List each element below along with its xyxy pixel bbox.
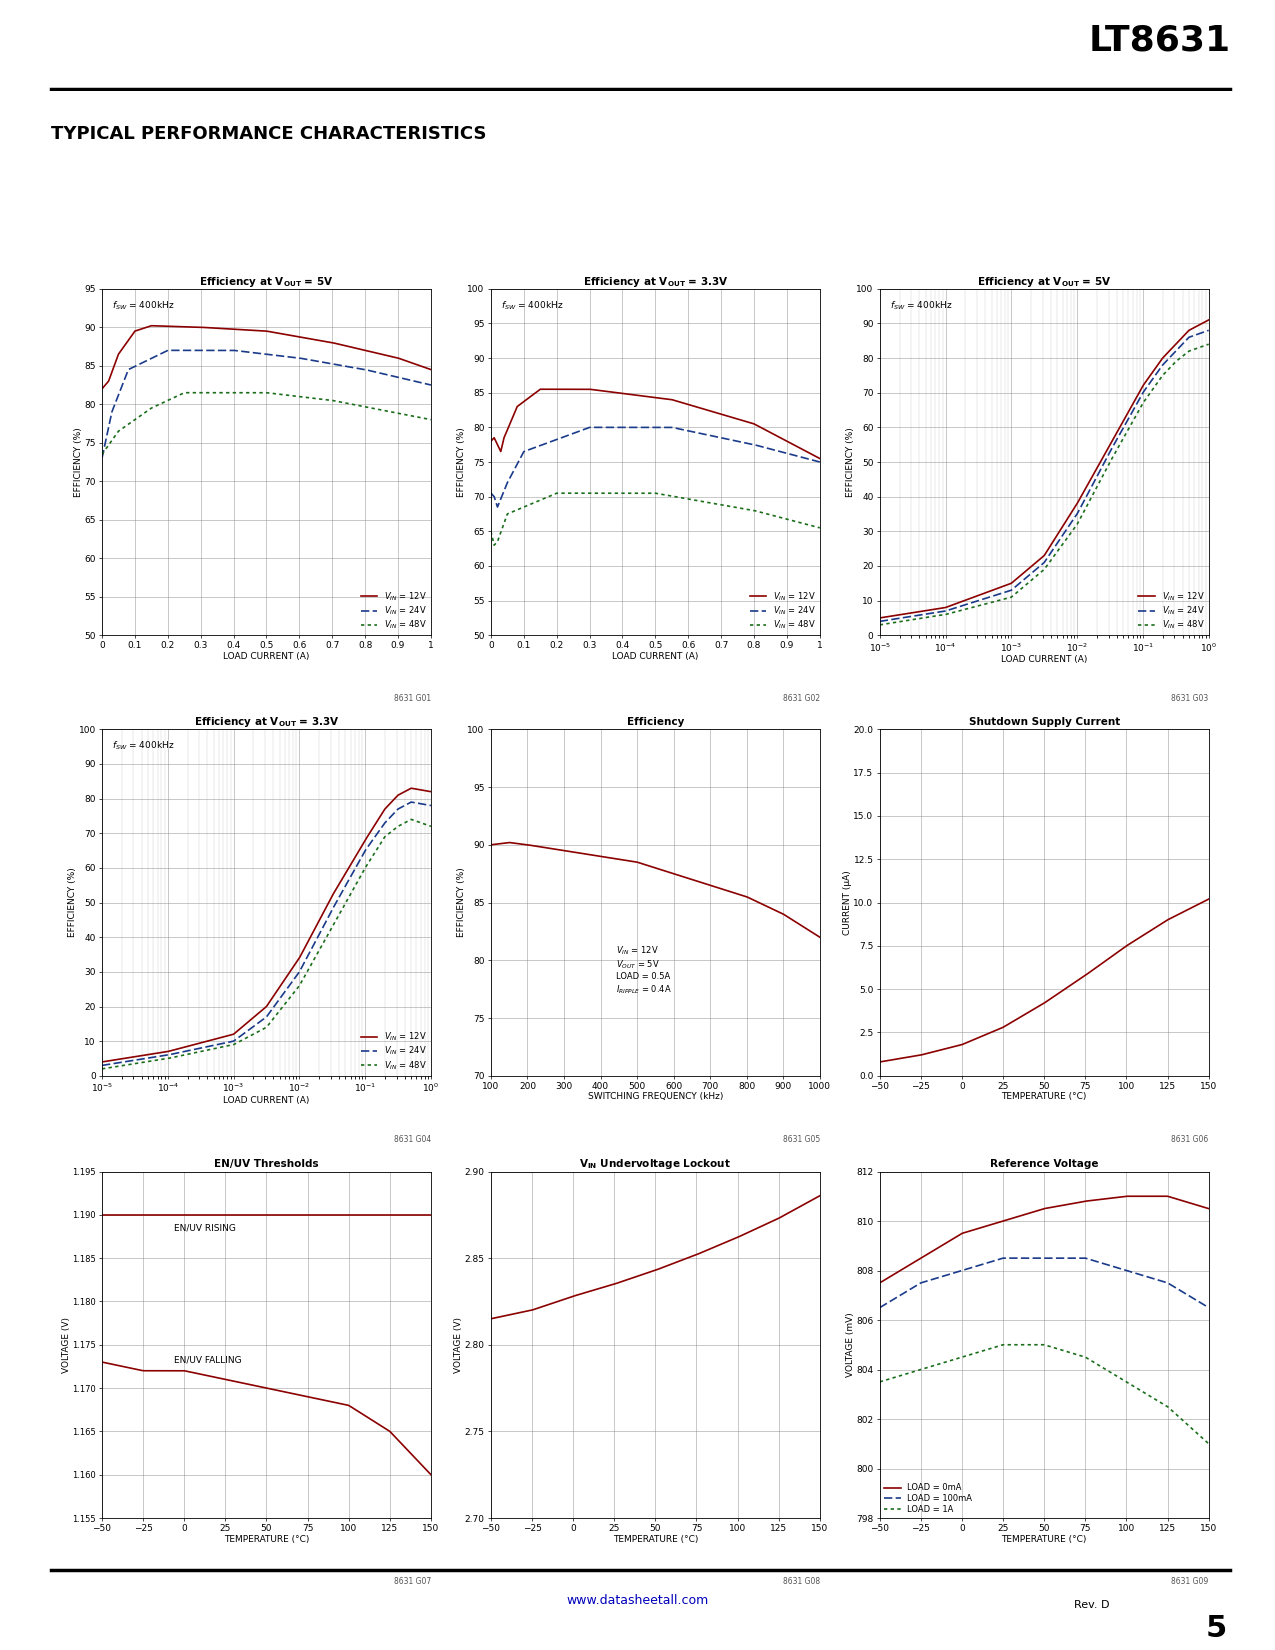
Legend: LOAD = 0mA, LOAD = 100mA, LOAD = 1A: LOAD = 0mA, LOAD = 100mA, LOAD = 1A: [884, 1483, 973, 1513]
Y-axis label: EFFICIENCY (%): EFFICIENCY (%): [845, 427, 854, 497]
X-axis label: LOAD CURRENT (A): LOAD CURRENT (A): [612, 652, 699, 662]
Y-axis label: EFFICIENCY (%): EFFICIENCY (%): [456, 868, 465, 937]
Text: 8631 G01: 8631 G01: [394, 695, 431, 703]
Y-axis label: EFFICIENCY (%): EFFICIENCY (%): [74, 427, 83, 497]
Text: www.datasheetall.com: www.datasheetall.com: [566, 1594, 709, 1607]
Y-axis label: EFFICIENCY (%): EFFICIENCY (%): [68, 868, 76, 937]
Legend: $V_{IN}$ = 12V, $V_{IN}$ = 24V, $V_{IN}$ = 48V: $V_{IN}$ = 12V, $V_{IN}$ = 24V, $V_{IN}$…: [361, 591, 427, 630]
Text: 8631 G07: 8631 G07: [394, 1577, 431, 1586]
Legend: $V_{IN}$ = 12V, $V_{IN}$ = 24V, $V_{IN}$ = 48V: $V_{IN}$ = 12V, $V_{IN}$ = 24V, $V_{IN}$…: [750, 591, 816, 630]
Title: Efficiency at V$_{\mathbf{OUT}}$ = 3.3V: Efficiency at V$_{\mathbf{OUT}}$ = 3.3V: [583, 274, 728, 289]
Text: $f_{SW}$ = 400kHz: $f_{SW}$ = 400kHz: [890, 299, 952, 312]
X-axis label: TEMPERATURE (°C): TEMPERATURE (°C): [1002, 1092, 1086, 1102]
Y-axis label: VOLTAGE (V): VOLTAGE (V): [61, 1317, 70, 1373]
Text: 8631 G04: 8631 G04: [394, 1135, 431, 1143]
Text: EN/UV FALLING: EN/UV FALLING: [175, 1355, 242, 1365]
Text: $V_{IN}$ = 12V
$V_{OUT}$ = 5V
LOAD = 0.5A
$I_{RIPPLE}$ = 0.4A: $V_{IN}$ = 12V $V_{OUT}$ = 5V LOAD = 0.5…: [616, 944, 672, 995]
Text: EN/UV RISING: EN/UV RISING: [175, 1224, 236, 1233]
Legend: $V_{IN}$ = 12V, $V_{IN}$ = 24V, $V_{IN}$ = 48V: $V_{IN}$ = 12V, $V_{IN}$ = 24V, $V_{IN}$…: [1139, 591, 1205, 630]
X-axis label: LOAD CURRENT (A): LOAD CURRENT (A): [223, 652, 310, 662]
Text: LT8631: LT8631: [1089, 23, 1230, 58]
Text: 8631 G08: 8631 G08: [783, 1577, 820, 1586]
Title: $\mathbf{V_{IN}}$ Undervoltage Lockout: $\mathbf{V_{IN}}$ Undervoltage Lockout: [579, 1157, 732, 1171]
X-axis label: SWITCHING FREQUENCY (kHz): SWITCHING FREQUENCY (kHz): [588, 1092, 723, 1102]
X-axis label: TEMPERATURE (°C): TEMPERATURE (°C): [224, 1534, 309, 1544]
Title: EN/UV Thresholds: EN/UV Thresholds: [214, 1160, 319, 1170]
Text: 5: 5: [1205, 1614, 1227, 1643]
X-axis label: TEMPERATURE (°C): TEMPERATURE (°C): [1002, 1534, 1086, 1544]
Text: $f_{SW}$ = 400kHz: $f_{SW}$ = 400kHz: [112, 739, 175, 752]
Title: Efficiency: Efficiency: [627, 718, 683, 728]
Y-axis label: VOLTAGE (mV): VOLTAGE (mV): [845, 1312, 854, 1378]
Y-axis label: CURRENT (μA): CURRENT (μA): [843, 870, 852, 936]
Y-axis label: EFFICIENCY (%): EFFICIENCY (%): [456, 427, 465, 497]
Text: 8631 G03: 8631 G03: [1172, 695, 1209, 703]
Text: $f_{SW}$ = 400kHz: $f_{SW}$ = 400kHz: [501, 299, 564, 312]
Title: Efficiency at V$_{\mathbf{OUT}}$ = 5V: Efficiency at V$_{\mathbf{OUT}}$ = 5V: [977, 274, 1112, 289]
Title: Efficiency at V$_{\mathbf{OUT}}$ = 3.3V: Efficiency at V$_{\mathbf{OUT}}$ = 3.3V: [194, 714, 339, 729]
Text: 8631 G06: 8631 G06: [1172, 1135, 1209, 1143]
Text: 8631 G02: 8631 G02: [783, 695, 820, 703]
Title: Efficiency at V$_{\mathbf{OUT}}$ = 5V: Efficiency at V$_{\mathbf{OUT}}$ = 5V: [199, 274, 334, 289]
Legend: $V_{IN}$ = 12V, $V_{IN}$ = 24V, $V_{IN}$ = 48V: $V_{IN}$ = 12V, $V_{IN}$ = 24V, $V_{IN}$…: [361, 1031, 427, 1071]
Text: 8631 G05: 8631 G05: [783, 1135, 820, 1143]
X-axis label: LOAD CURRENT (A): LOAD CURRENT (A): [223, 1096, 310, 1106]
Title: Shutdown Supply Current: Shutdown Supply Current: [969, 718, 1119, 728]
Y-axis label: VOLTAGE (V): VOLTAGE (V): [454, 1317, 463, 1373]
X-axis label: LOAD CURRENT (A): LOAD CURRENT (A): [1001, 655, 1088, 665]
Text: TYPICAL PERFORMANCE CHARACTERISTICS: TYPICAL PERFORMANCE CHARACTERISTICS: [51, 125, 487, 142]
Text: Rev. D: Rev. D: [1074, 1599, 1109, 1610]
Text: $f_{SW}$ = 400kHz: $f_{SW}$ = 400kHz: [112, 299, 175, 312]
Title: Reference Voltage: Reference Voltage: [989, 1160, 1099, 1170]
Text: 8631 G09: 8631 G09: [1172, 1577, 1209, 1586]
X-axis label: TEMPERATURE (°C): TEMPERATURE (°C): [613, 1534, 697, 1544]
